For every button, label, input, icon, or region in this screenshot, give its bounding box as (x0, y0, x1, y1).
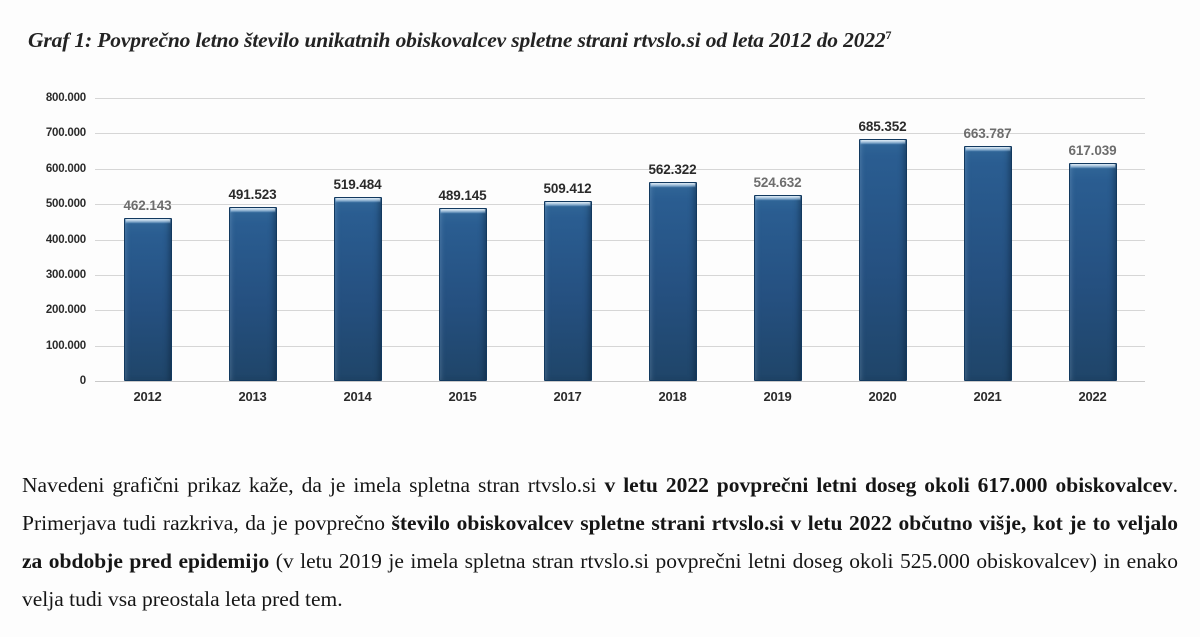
y-axis-tick-label: 500.000 (45, 198, 86, 211)
bar[interactable] (123, 217, 172, 381)
bar-series (95, 98, 1145, 381)
axis-baseline (95, 381, 1145, 382)
chart-title-footnote-marker: 7 (885, 28, 892, 42)
gridline (95, 274, 1145, 276)
y-axis-labels: 800.000 700.000 600.000 500.000 400.000 300.0… (0, 92, 86, 387)
y-axis-tick-label: 700.000 (45, 127, 86, 140)
gridline (95, 345, 1145, 347)
bar-value-label: 462.143 (123, 197, 172, 213)
bar[interactable] (1068, 162, 1117, 381)
bar-slot (515, 98, 620, 381)
bar-value-label: 562.322 (648, 162, 697, 178)
bar-slot (935, 98, 1040, 381)
gridline (95, 98, 1145, 99)
bar[interactable] (963, 146, 1012, 381)
body-text-emphasis: število obiskovalcev spletne strani rtvs… (22, 510, 1178, 573)
x-axis-tick-label: 2015 (448, 389, 477, 404)
y-axis-tick-label: 100.000 (45, 339, 86, 352)
x-axis-tick-label: 2020 (868, 389, 897, 404)
bar[interactable] (438, 207, 487, 381)
bar-value-label: 617.039 (1068, 142, 1117, 158)
bar[interactable] (648, 182, 697, 381)
bar-slot (620, 98, 725, 381)
bar[interactable] (228, 207, 277, 381)
bar-slot (1040, 98, 1145, 381)
x-axis-tick-label: 2019 (763, 389, 792, 404)
bar-slot (410, 98, 515, 381)
gridline (95, 204, 1145, 206)
bar[interactable] (333, 197, 382, 381)
bar-slot (95, 98, 200, 381)
y-axis-tick-label: 0 (79, 375, 86, 387)
y-axis-tick-label: 600.000 (45, 162, 86, 175)
x-axis-tick-label: 2013 (238, 389, 267, 404)
chart-title: Graf 1: Povprečno letno število unikatni… (28, 28, 1178, 53)
x-axis-tick-label: 2018 (658, 389, 687, 404)
gridline (95, 168, 1145, 170)
body-text-run: (v letu 2019 je imela spletna stran rtvs… (22, 548, 1179, 611)
body-text-run: Navedeni grafični prikaz kaže, da je ime… (22, 472, 605, 497)
y-axis-tick-label: 800.000 (45, 92, 86, 104)
bar-value-label: 491.523 (228, 187, 277, 203)
x-axis-tick-label: 2017 (553, 389, 582, 404)
x-axis-tick-label: 2014 (343, 389, 372, 404)
bar-slot (830, 98, 935, 381)
gridline (95, 133, 1145, 135)
bar[interactable] (753, 195, 802, 381)
bar-value-label: 509.412 (543, 180, 592, 196)
bar-value-label: 663.787 (963, 126, 1012, 142)
data-value-labels: 462.143 491.523 519.484 489.145 509.412 562.3… (95, 98, 1145, 381)
x-axis-tick-label: 2022 (1078, 389, 1107, 404)
gridline (95, 310, 1145, 312)
x-axis-tick-label: 2012 (133, 389, 162, 404)
bar-slot (305, 98, 410, 381)
y-axis-tick-label: 400.000 (45, 233, 86, 246)
bar-value-label: 519.484 (333, 177, 382, 193)
bar-value-label: 489.145 (438, 187, 487, 203)
x-axis-labels: 2012 2013 2014 2015 2017 2018 2019 2020 2021 2022 (95, 389, 1145, 415)
body-text-emphasis: v letu 2022 povprečni letni doseg okoli … (604, 472, 1173, 497)
chart-title-text: Graf 1: Povprečno letno število unikatni… (28, 28, 886, 53)
bar-value-label: 685.352 (858, 118, 907, 134)
bar[interactable] (858, 138, 907, 381)
bar-chart: 800.000 700.000 600.000 500.000 400.000 300.0… (0, 84, 1200, 424)
bar-slot (200, 98, 305, 381)
y-axis-tick-label: 300.000 (45, 268, 86, 281)
gridline (95, 239, 1145, 241)
bar-slot (725, 98, 830, 381)
bar-value-label: 524.632 (753, 175, 802, 191)
y-axis-tick-label: 200.000 (45, 304, 86, 317)
body-text-run: . Primerjava tudi razkriva, da je povpre… (22, 472, 1178, 535)
body-paragraph: Navedeni grafični prikaz kaže, da je ime… (22, 466, 1178, 618)
plot-area (95, 98, 1145, 382)
x-axis-tick-label: 2021 (973, 389, 1002, 404)
bar[interactable] (543, 200, 592, 381)
